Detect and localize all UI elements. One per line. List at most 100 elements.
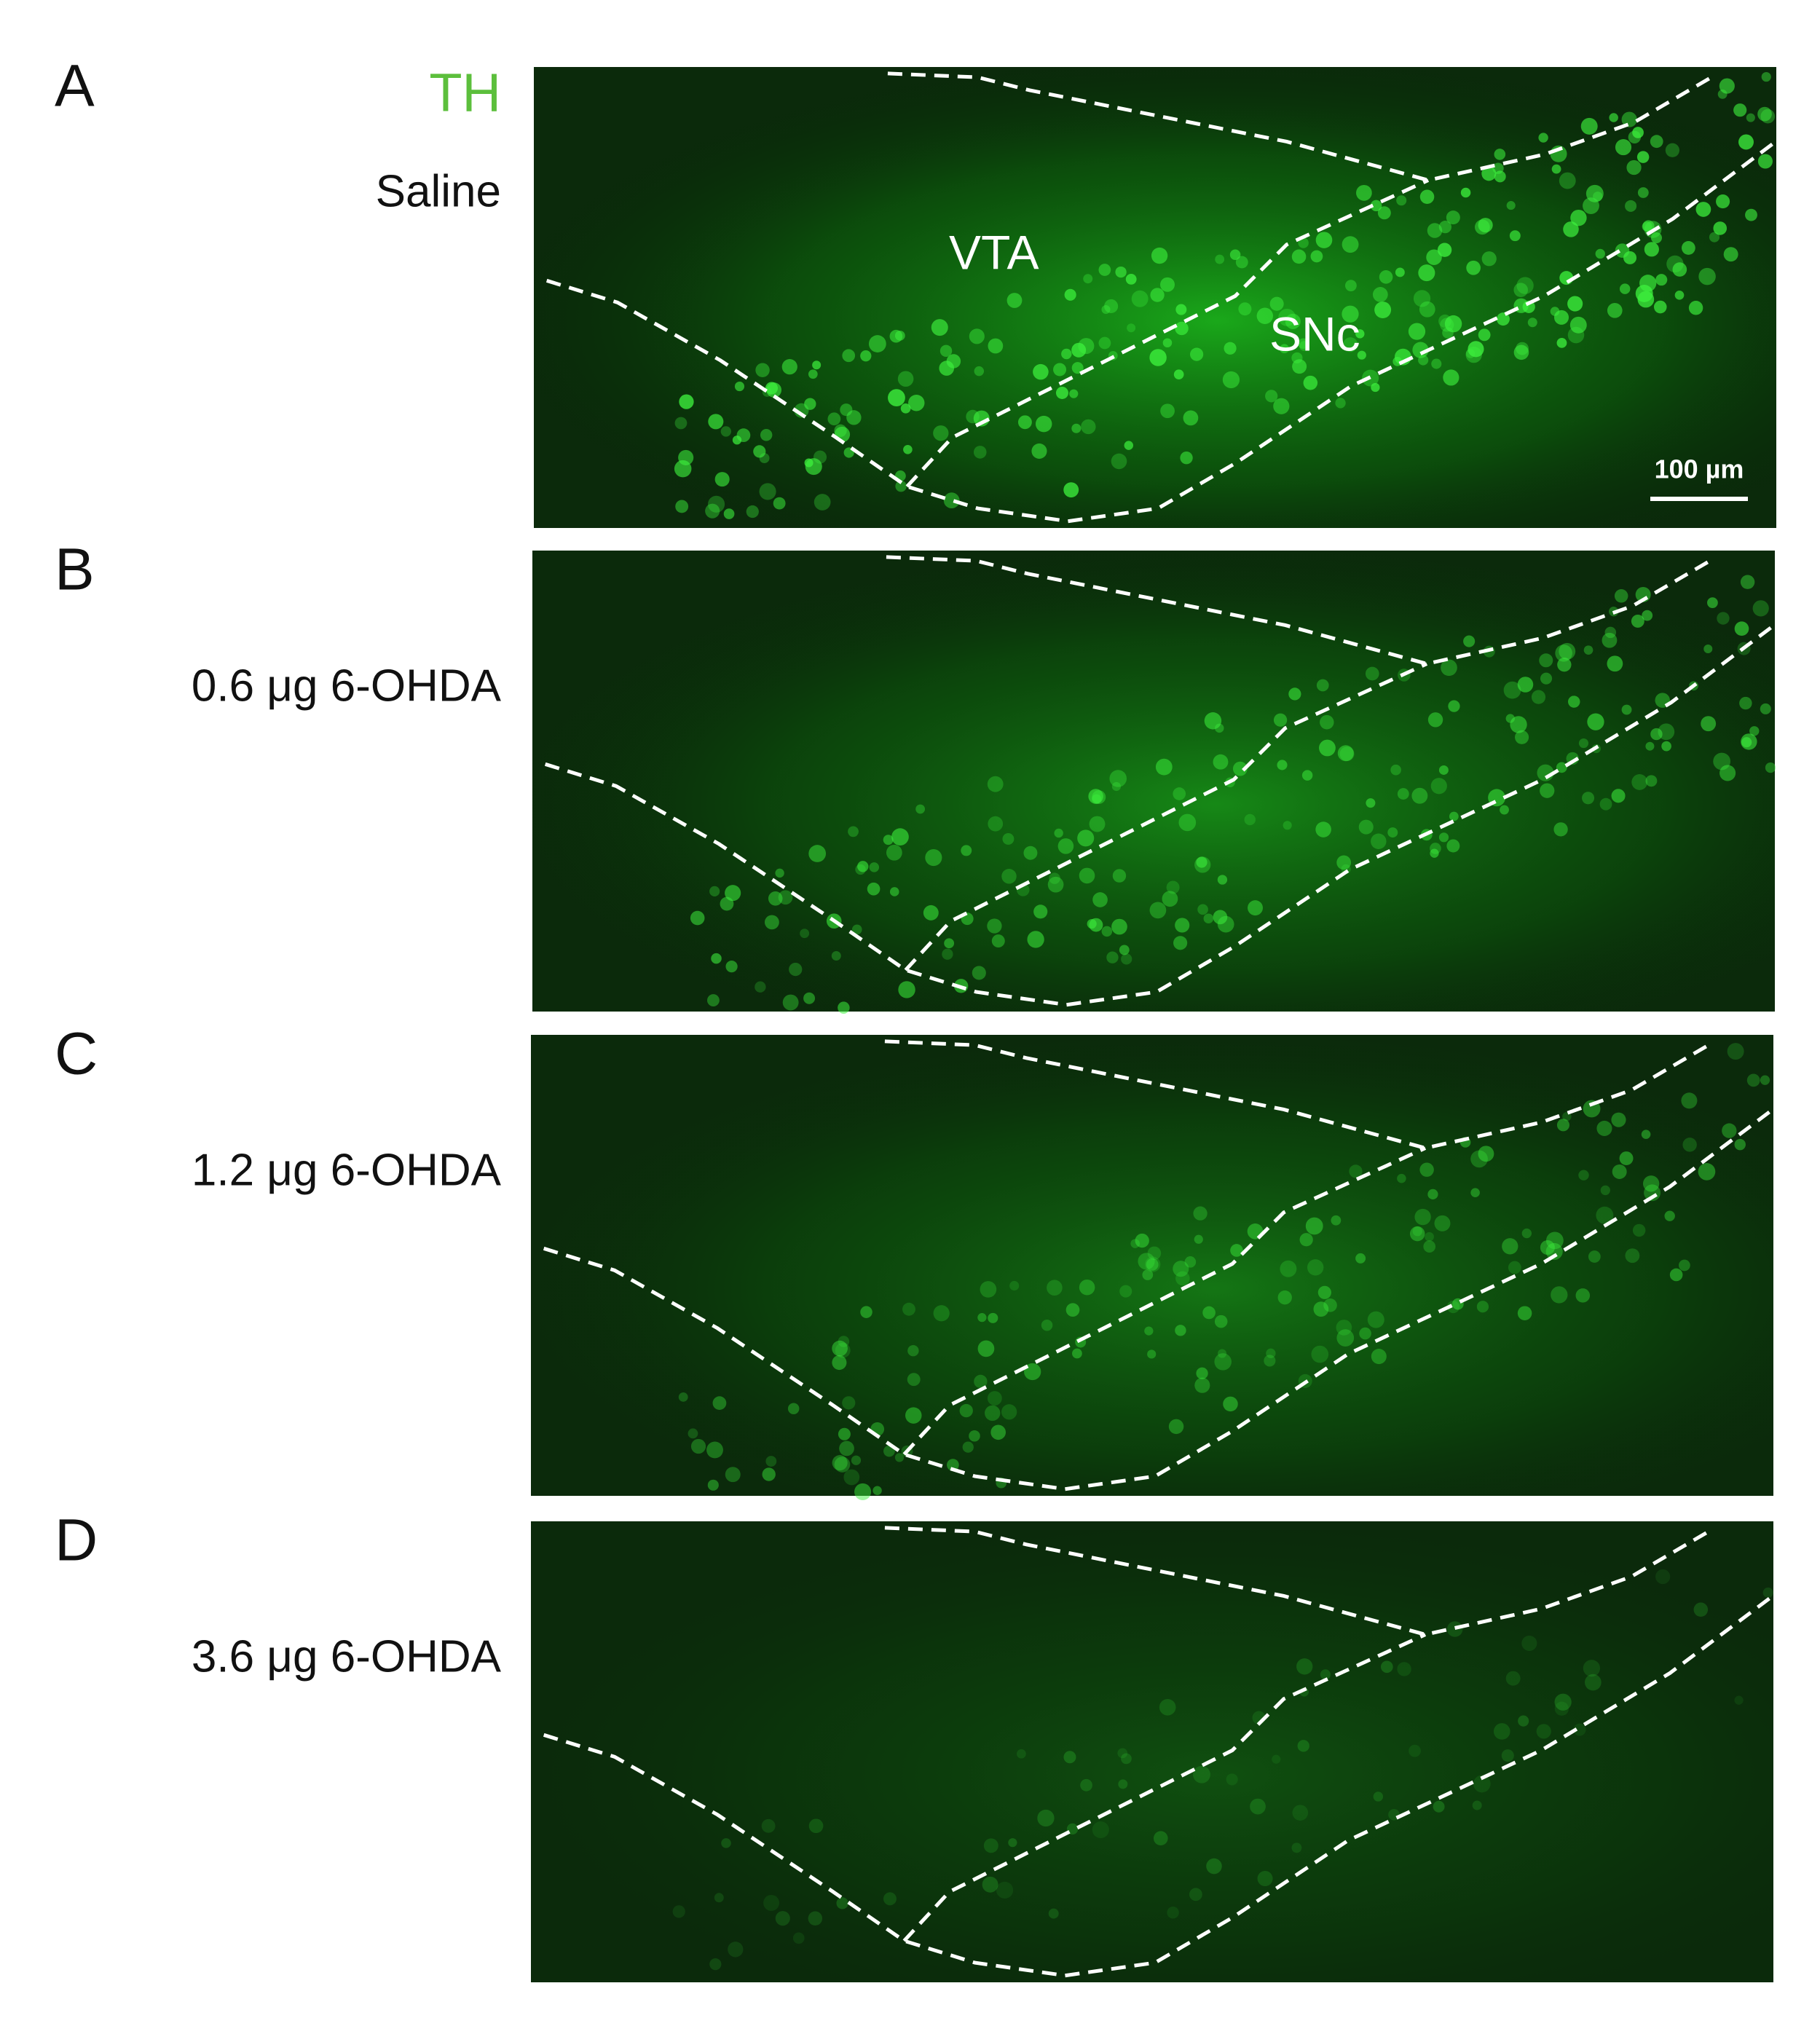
cell: [987, 918, 1002, 934]
cell: [962, 1441, 974, 1453]
cell: [832, 1455, 848, 1471]
cell: [1752, 600, 1769, 617]
cell: [803, 992, 816, 1004]
cell: [1521, 1635, 1537, 1651]
cell: [1554, 1701, 1569, 1716]
cell: [838, 1427, 851, 1440]
cell: [1611, 789, 1626, 803]
cell: [1256, 307, 1274, 324]
cell: [1343, 337, 1358, 352]
cell: [1083, 274, 1093, 284]
cell: [1175, 1271, 1190, 1286]
cell: [1540, 783, 1555, 798]
cell: [1531, 690, 1546, 704]
panel-letter: D: [55, 1507, 98, 1574]
cell: [1682, 1138, 1697, 1152]
cell: [907, 1373, 921, 1387]
cell: [1092, 892, 1108, 907]
cell: [1298, 237, 1309, 248]
cell: [1002, 833, 1015, 845]
cell: [1229, 249, 1241, 260]
cell: [1089, 816, 1106, 832]
cell: [983, 1838, 998, 1853]
cell: [1468, 341, 1484, 358]
cell: [1681, 241, 1695, 255]
cell: [1104, 299, 1119, 314]
cell: [834, 1457, 851, 1473]
cell: [1619, 1151, 1634, 1166]
cell: [988, 338, 1004, 354]
cell: [1508, 1261, 1521, 1274]
cell: [1319, 739, 1336, 757]
cell: [1374, 301, 1392, 319]
panel-letter: B: [55, 537, 95, 603]
cell: [872, 1486, 882, 1495]
cell: [1055, 386, 1068, 399]
cell: [1111, 453, 1127, 470]
cell: [1117, 1748, 1128, 1759]
cell: [1280, 344, 1289, 354]
cell: [1761, 71, 1771, 82]
cell: [1443, 369, 1459, 386]
cell: [1119, 945, 1130, 955]
cell: [1637, 187, 1649, 198]
condition-label: Saline: [376, 166, 501, 216]
cell: [1583, 197, 1599, 214]
cell: [1072, 1348, 1082, 1359]
cell: [1650, 728, 1663, 741]
cell: [888, 389, 905, 407]
cell: [1167, 1907, 1179, 1919]
cell: [1427, 712, 1443, 728]
cell: [725, 885, 741, 902]
cell: [1448, 700, 1460, 712]
cell: [1365, 666, 1379, 681]
image-glow: [531, 1035, 1773, 1496]
cell: [1426, 249, 1442, 265]
cell: [1703, 644, 1713, 653]
cell: [1604, 626, 1617, 639]
cell: [1446, 839, 1460, 853]
cell: [1698, 267, 1716, 285]
cell: [1500, 805, 1509, 815]
cell: [1661, 741, 1671, 752]
cell: [708, 414, 724, 430]
cell: [765, 1456, 777, 1467]
cell: [679, 394, 694, 409]
cell: [1632, 127, 1644, 138]
cell: [1202, 1306, 1216, 1320]
cell: [1264, 1355, 1276, 1367]
cell: [1446, 1621, 1463, 1637]
cell: [762, 1467, 776, 1481]
cell: [674, 417, 688, 430]
cell: [1092, 1821, 1109, 1839]
cell: [1476, 1301, 1489, 1313]
cell: [1071, 342, 1087, 358]
cell: [764, 915, 779, 930]
cell: [1206, 1858, 1222, 1875]
cell: [760, 429, 773, 441]
cell: [808, 1911, 823, 1926]
cell: [1371, 1349, 1387, 1365]
cell: [804, 398, 816, 410]
cell: [1317, 1285, 1331, 1299]
cell: [977, 1313, 987, 1323]
panel-letter: C: [55, 1021, 98, 1087]
cell: [1438, 221, 1451, 234]
cell: [1506, 201, 1516, 210]
cell: [1707, 597, 1718, 608]
cell: [1269, 296, 1284, 311]
cell: [1223, 1396, 1238, 1412]
cell: [1194, 1234, 1203, 1244]
cell: [1033, 904, 1048, 919]
cell: [1607, 655, 1623, 672]
cell: [678, 1392, 688, 1402]
cell: [1135, 1233, 1149, 1248]
cell: [1621, 704, 1632, 715]
cell: [851, 1455, 862, 1465]
cell: [1655, 1569, 1671, 1585]
cell: [690, 910, 705, 926]
cell: [988, 1312, 998, 1323]
cell: [775, 868, 784, 878]
cell: [1396, 195, 1407, 206]
image-glow: [532, 551, 1775, 1012]
